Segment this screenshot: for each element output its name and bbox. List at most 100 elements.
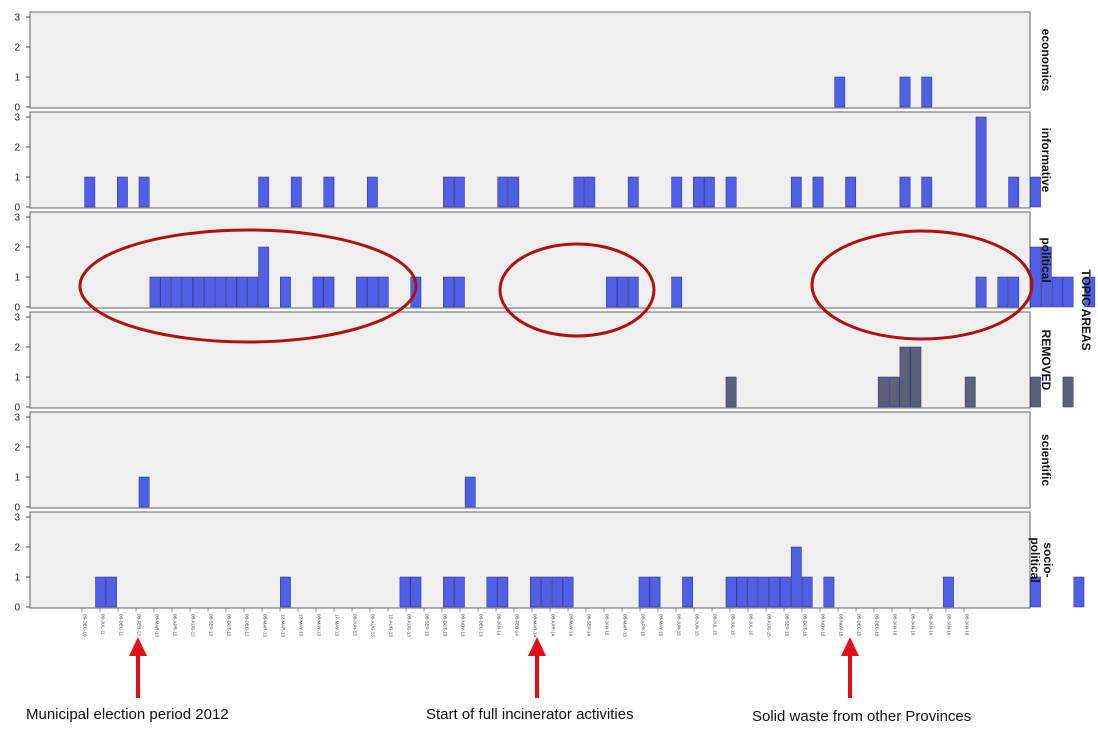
panel-label: political xyxy=(1039,237,1053,282)
bar xyxy=(693,176,704,208)
y-tick-label: 2 xyxy=(14,243,20,254)
bar xyxy=(214,276,226,308)
y-tick-label: 0 xyxy=(14,103,20,114)
bar xyxy=(1084,276,1096,308)
x-tick-label: 08-NOV-15 xyxy=(839,614,844,637)
bar xyxy=(1073,576,1085,608)
bar xyxy=(138,176,150,208)
bar xyxy=(530,576,541,608)
bar xyxy=(171,276,183,308)
bar xyxy=(551,576,563,608)
bar xyxy=(247,276,259,308)
x-tick-label: 08-APR-12 xyxy=(173,614,178,637)
x-tick-label: 08-MAR-13 xyxy=(263,614,268,638)
x-tick-label: 08-SEP-13 xyxy=(425,614,430,637)
y-tick-label: 2 xyxy=(14,43,20,54)
bar xyxy=(790,176,802,208)
x-tick-label: 08-JUN-13 xyxy=(353,614,358,636)
panel-economics: 0 1 2 3 economics xyxy=(14,11,1053,114)
bar xyxy=(399,576,411,608)
x-tick-label: 08-JUN-15 xyxy=(677,614,682,636)
bar xyxy=(1008,176,1020,208)
panel-label: informative xyxy=(1039,128,1053,193)
panel-frame xyxy=(29,411,1031,509)
bar xyxy=(367,176,378,208)
panel-label: socio-political xyxy=(1028,537,1055,582)
highlight-ellipses xyxy=(78,228,1034,344)
panel-political: 0 1 2 3 political xyxy=(14,211,1096,314)
bar xyxy=(910,346,922,408)
x-tick-label: 08-DEC-15 xyxy=(875,614,880,637)
bar xyxy=(540,576,552,608)
bar xyxy=(671,276,683,308)
x-tick-label: 12-AUG-13 xyxy=(389,614,394,637)
annotation-election: Municipal election period 2012 xyxy=(26,706,229,723)
panel-frame xyxy=(29,111,1031,209)
bar xyxy=(997,276,1009,308)
x-tick-label: 08-DEC-15 xyxy=(857,614,862,637)
bar xyxy=(356,276,367,308)
bar xyxy=(943,576,954,608)
y-tick-label: 2 xyxy=(14,343,20,354)
x-tick-label: 08-MAY-13 xyxy=(317,614,322,637)
x-tick-label: 08-APR-15 xyxy=(641,614,646,637)
x-tick-label: 08-JAN-16 xyxy=(965,614,970,636)
bar xyxy=(747,576,759,608)
bar xyxy=(258,176,270,208)
facet-title: TOPIC AREAS xyxy=(1079,269,1093,350)
x-tick-label: 12-MAY-13 xyxy=(299,614,304,637)
y-tick-label: 2 xyxy=(14,143,20,154)
bar xyxy=(1040,246,1052,308)
y-tick-label: 3 xyxy=(14,513,20,524)
panel-label: scientific xyxy=(1039,434,1053,486)
bar xyxy=(193,276,204,308)
event-arrow xyxy=(841,637,859,698)
x-tick-label: 08-JUL-15 xyxy=(749,614,754,636)
x-tick-label: 08-JUN-15 xyxy=(695,614,700,636)
x-tick-label: 08-JAN-16 xyxy=(911,614,916,636)
bar xyxy=(1030,176,1041,208)
y-tick-label: 0 xyxy=(14,503,20,514)
bar xyxy=(823,576,835,608)
panel-frame xyxy=(29,11,1031,109)
annotation-incinerator: Start of full incinerator activities xyxy=(426,706,634,723)
bar xyxy=(562,576,574,608)
y-tick-label: 0 xyxy=(14,603,20,614)
x-tick-label: 08-FEB-12 xyxy=(137,614,142,636)
bar xyxy=(703,176,715,208)
bar xyxy=(443,576,454,608)
bar xyxy=(964,376,976,408)
bar xyxy=(899,346,911,408)
bar xyxy=(280,276,291,308)
x-tick-label: 08-JAN-15 xyxy=(605,614,610,636)
x-tick-label: 17-MAY-13 xyxy=(335,614,340,637)
panel-label: REMOVED xyxy=(1039,330,1053,391)
panels: 0 1 2 3 economics 0 1 2 3 informative 0 1 2 3 politica… xyxy=(14,11,1096,614)
y-tick-label: 0 xyxy=(14,203,20,214)
x-tick-label: 08-NOV-15 xyxy=(821,614,826,637)
bar xyxy=(497,576,509,608)
bar xyxy=(627,276,639,308)
annotation-solid-waste: Solid waste from other Provinces xyxy=(752,708,972,725)
panel-scientific: 0 1 2 3 scientific xyxy=(14,411,1053,514)
bar xyxy=(1062,276,1074,308)
bar xyxy=(573,176,585,208)
bar xyxy=(464,476,476,508)
bar xyxy=(443,276,454,308)
y-tick-label: 1 xyxy=(14,273,20,284)
bar xyxy=(203,276,215,308)
bar xyxy=(769,576,780,608)
x-tick-label: 09-DEC-10 xyxy=(83,614,88,637)
x-tick-label: 08-JAN-14 xyxy=(497,614,502,636)
bar xyxy=(486,576,498,608)
event-arrow xyxy=(129,637,147,698)
bar xyxy=(888,376,900,408)
bar xyxy=(1030,576,1041,608)
bar xyxy=(1051,276,1063,308)
bar xyxy=(671,176,683,208)
bar xyxy=(508,176,520,208)
bar xyxy=(84,176,96,208)
bar xyxy=(312,276,324,308)
bar xyxy=(921,76,933,108)
